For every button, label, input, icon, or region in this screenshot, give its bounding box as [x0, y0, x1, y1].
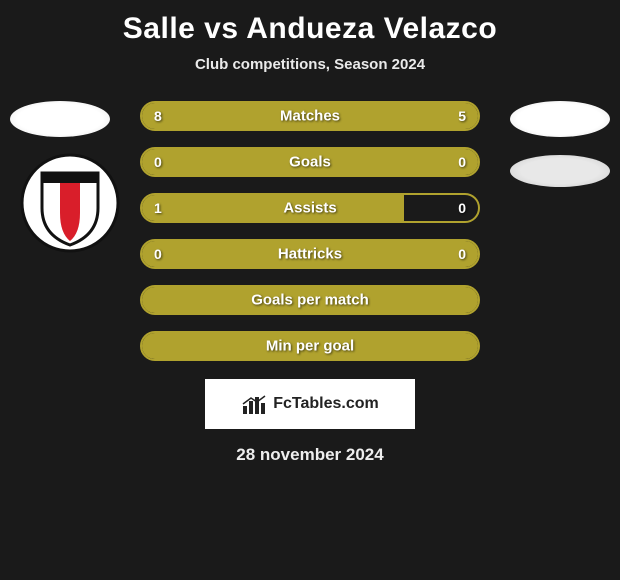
stat-value-right: 0: [458, 154, 466, 170]
team-left-shield-icon: [20, 153, 120, 253]
stat-fill-left: [142, 195, 404, 221]
stat-fill-left: [142, 149, 478, 175]
player-left-badge-ellipse: [10, 101, 110, 137]
stat-fill-left: [142, 241, 478, 267]
stat-fill-left: [142, 287, 478, 313]
stat-value-left: 8: [154, 108, 162, 124]
stat-row: Goals00: [140, 147, 480, 177]
brand-label: FcTables.com: [273, 395, 379, 413]
stat-row: Goals per match: [140, 285, 480, 315]
brand-box[interactable]: FcTables.com: [205, 379, 415, 429]
stat-value-right: 5: [458, 108, 466, 124]
stat-fill-left: [142, 103, 350, 129]
stat-row: Matches85: [140, 101, 480, 131]
stat-value-left: 0: [154, 154, 162, 170]
date-label: 28 november 2024: [0, 445, 620, 465]
page-title: Salle vs Andueza Velazco: [123, 12, 497, 46]
stat-row: Assists10: [140, 193, 480, 223]
stat-value-right: 0: [458, 200, 466, 216]
brand-chart-icon: [241, 394, 267, 414]
stat-row: Hattricks00: [140, 239, 480, 269]
stat-value-left: 0: [154, 246, 162, 262]
stat-rows: Matches85Goals00Assists10Hattricks00Goal…: [140, 101, 480, 361]
stat-value-right: 0: [458, 246, 466, 262]
comparison-chart: Matches85Goals00Assists10Hattricks00Goal…: [0, 101, 620, 465]
stat-value-left: 1: [154, 200, 162, 216]
player-right-badge-ellipse-1: [510, 101, 610, 137]
stat-fill-left: [142, 333, 478, 359]
subtitle: Club competitions, Season 2024: [195, 56, 425, 73]
player-right-badge-ellipse-2: [510, 155, 610, 187]
stat-row: Min per goal: [140, 331, 480, 361]
